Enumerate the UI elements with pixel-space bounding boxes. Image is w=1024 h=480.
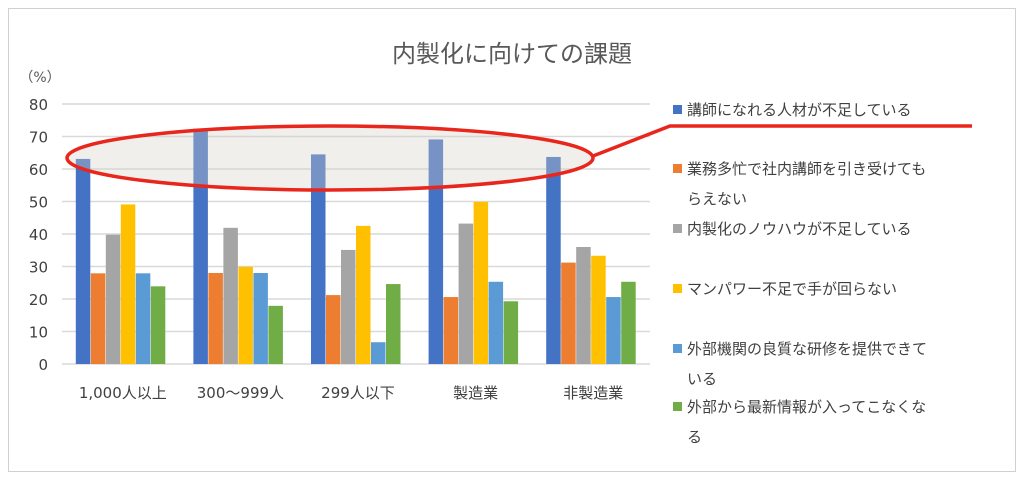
bar — [90, 273, 106, 364]
bar — [621, 281, 636, 364]
y-tick-label: 20 — [29, 291, 48, 309]
y-tick-label: 60 — [29, 161, 48, 179]
bar — [371, 342, 386, 364]
bar — [591, 255, 606, 364]
bar — [238, 266, 253, 364]
legend-swatch — [673, 344, 682, 353]
legend-label: 外部機関の良質な研修を提供できて — [687, 340, 927, 358]
x-tick-label: 製造業 — [453, 384, 498, 402]
y-tick-label: 50 — [29, 194, 48, 212]
bar — [341, 249, 356, 364]
x-tick-label: 1,000人以上 — [79, 384, 167, 402]
legend-swatch — [673, 105, 682, 114]
bar — [606, 297, 621, 364]
bar — [473, 201, 489, 364]
callout-line — [592, 124, 972, 158]
bar — [488, 281, 504, 364]
x-tick-label: 非製造業 — [563, 384, 623, 402]
bar — [150, 286, 166, 364]
bar — [458, 223, 474, 364]
y-tick-label: 80 — [29, 96, 48, 114]
legend-label: マンパワー不足で手が回らない — [687, 280, 897, 298]
chart-frame — [8, 8, 1016, 472]
y-tick-label: 40 — [29, 226, 48, 244]
legend-label: いる — [687, 370, 717, 388]
legend-swatch — [673, 164, 682, 173]
y-tick-label: 0 — [38, 356, 48, 374]
bar — [326, 295, 341, 364]
bar — [208, 273, 223, 364]
legend-swatch — [673, 224, 682, 233]
bar — [105, 234, 121, 364]
bar — [75, 158, 91, 364]
highlight-ellipse — [65, 124, 595, 192]
legend-label: 内製化のノウハウが不足している — [687, 220, 912, 238]
legend-label: らえない — [687, 190, 747, 208]
bar — [253, 273, 268, 364]
legend-swatch — [673, 402, 682, 411]
legend-swatch — [673, 284, 682, 293]
chart-title: 内製化に向けての課題 — [392, 40, 632, 68]
legend-label: る — [687, 428, 702, 446]
bar — [223, 227, 238, 364]
bar — [503, 301, 519, 364]
bar — [576, 247, 591, 364]
y-tick-label: 70 — [29, 129, 48, 147]
bar — [135, 273, 151, 364]
y-axis-unit: （%） — [19, 70, 60, 86]
legend-label: 講師になれる人材が不足している — [687, 101, 912, 119]
bar — [356, 225, 371, 364]
legend-label: 業務多忙で社内講師を引き受けても — [687, 160, 926, 178]
bar — [386, 284, 401, 364]
bar — [268, 305, 283, 364]
bar — [120, 204, 136, 364]
x-tick-label: 299人以下 — [321, 384, 395, 402]
bar — [428, 139, 444, 364]
x-tick-label: 300〜999人 — [197, 384, 284, 402]
legend-label: 外部から最新情報が入ってこなくな — [687, 398, 926, 416]
y-tick-label: 10 — [29, 324, 48, 342]
bar — [546, 156, 561, 364]
bar — [311, 154, 326, 364]
y-tick-label: 30 — [29, 259, 48, 277]
bar — [561, 262, 576, 364]
bar — [443, 297, 459, 364]
